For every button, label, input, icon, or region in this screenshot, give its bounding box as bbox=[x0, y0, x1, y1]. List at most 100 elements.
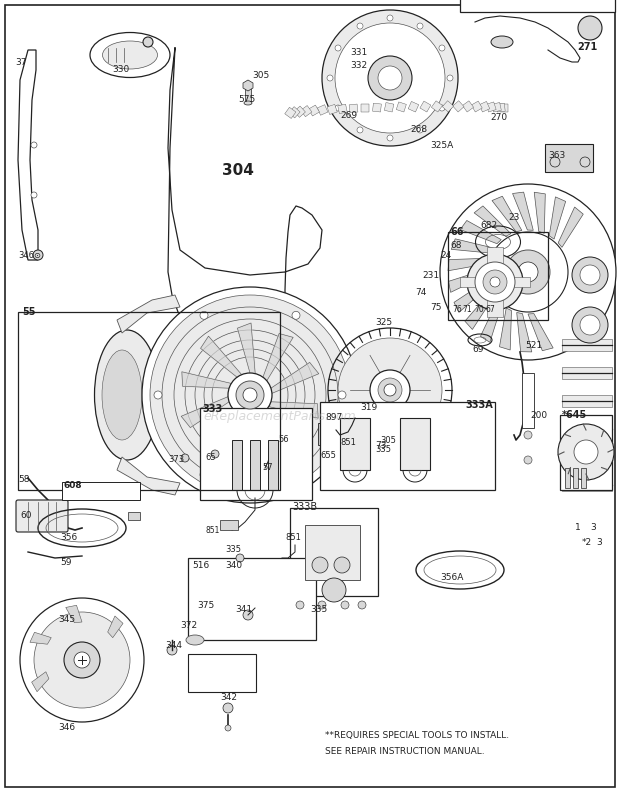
Text: 24: 24 bbox=[440, 251, 451, 260]
Polygon shape bbox=[480, 301, 502, 342]
Circle shape bbox=[142, 287, 358, 503]
Polygon shape bbox=[516, 313, 532, 352]
Circle shape bbox=[439, 105, 445, 111]
Circle shape bbox=[357, 127, 363, 133]
Text: 325A: 325A bbox=[430, 141, 453, 150]
Text: 682: 682 bbox=[480, 221, 497, 230]
Bar bbox=[522, 373, 534, 428]
Text: 304: 304 bbox=[222, 163, 254, 178]
Bar bbox=[562, 339, 612, 351]
Circle shape bbox=[524, 431, 532, 439]
Polygon shape bbox=[117, 457, 180, 495]
Text: 346⊙: 346⊙ bbox=[18, 251, 41, 260]
Bar bbox=[487, 247, 503, 317]
Bar bbox=[220, 520, 238, 530]
Circle shape bbox=[467, 254, 523, 310]
Text: 372: 372 bbox=[180, 621, 197, 630]
Text: *645: *645 bbox=[562, 410, 587, 420]
Text: 73: 73 bbox=[375, 441, 386, 450]
Text: 333A: 333A bbox=[465, 400, 493, 410]
Circle shape bbox=[483, 270, 507, 294]
Circle shape bbox=[318, 601, 326, 609]
Circle shape bbox=[335, 23, 445, 133]
Circle shape bbox=[228, 373, 272, 417]
Polygon shape bbox=[243, 80, 253, 91]
Circle shape bbox=[211, 450, 219, 458]
Text: 325: 325 bbox=[375, 318, 392, 327]
Circle shape bbox=[338, 338, 442, 442]
Polygon shape bbox=[534, 192, 546, 234]
Text: 516: 516 bbox=[192, 561, 210, 570]
Text: 356A: 356A bbox=[440, 573, 463, 582]
Circle shape bbox=[236, 381, 264, 409]
Ellipse shape bbox=[491, 36, 513, 48]
Circle shape bbox=[243, 388, 257, 402]
Bar bbox=[573, 468, 578, 488]
Bar bbox=[320, 402, 495, 490]
Bar bbox=[290, 508, 378, 596]
Polygon shape bbox=[182, 371, 237, 389]
Circle shape bbox=[572, 307, 608, 343]
Polygon shape bbox=[32, 672, 49, 691]
Bar bbox=[384, 102, 394, 112]
Bar bbox=[448, 232, 548, 320]
Bar bbox=[500, 104, 508, 112]
Circle shape bbox=[292, 311, 300, 319]
Bar bbox=[400, 418, 430, 470]
Circle shape bbox=[154, 391, 162, 399]
Circle shape bbox=[574, 440, 598, 464]
Text: 319: 319 bbox=[360, 403, 377, 412]
Circle shape bbox=[33, 250, 43, 260]
Text: 3: 3 bbox=[596, 538, 602, 547]
Bar bbox=[581, 468, 586, 488]
Polygon shape bbox=[465, 291, 494, 329]
Ellipse shape bbox=[186, 635, 204, 645]
Text: 270: 270 bbox=[490, 113, 507, 122]
Bar bbox=[250, 440, 260, 490]
Text: 333B: 333B bbox=[292, 502, 317, 512]
Polygon shape bbox=[451, 239, 494, 253]
Bar bbox=[562, 367, 612, 379]
Text: 342: 342 bbox=[220, 693, 237, 702]
Bar bbox=[18, 312, 280, 490]
Bar bbox=[562, 395, 612, 407]
Polygon shape bbox=[460, 220, 501, 244]
Circle shape bbox=[378, 378, 402, 402]
Text: 65: 65 bbox=[205, 453, 216, 462]
Bar bbox=[492, 102, 502, 112]
Ellipse shape bbox=[102, 41, 157, 69]
Bar bbox=[294, 106, 306, 117]
Polygon shape bbox=[181, 395, 236, 428]
Text: eReplacementParts.com: eReplacementParts.com bbox=[204, 410, 356, 423]
Text: 55: 55 bbox=[22, 307, 35, 317]
Polygon shape bbox=[549, 197, 565, 239]
Bar bbox=[486, 102, 496, 112]
Text: 363: 363 bbox=[548, 151, 565, 160]
Text: 71: 71 bbox=[462, 305, 472, 314]
Ellipse shape bbox=[102, 350, 142, 440]
Circle shape bbox=[327, 75, 333, 81]
Bar bbox=[188, 654, 256, 692]
Bar bbox=[460, 0, 615, 12]
Circle shape bbox=[524, 456, 532, 464]
Circle shape bbox=[417, 127, 423, 133]
Text: 340: 340 bbox=[225, 561, 242, 570]
Circle shape bbox=[322, 10, 458, 146]
Text: 335: 335 bbox=[375, 445, 391, 454]
Bar bbox=[453, 101, 464, 112]
Text: 67: 67 bbox=[486, 305, 496, 314]
Circle shape bbox=[167, 645, 177, 655]
Text: 66: 66 bbox=[450, 227, 464, 237]
Circle shape bbox=[378, 66, 402, 90]
Text: 269: 269 bbox=[340, 111, 357, 120]
Text: 56: 56 bbox=[278, 435, 289, 444]
Circle shape bbox=[580, 265, 600, 285]
Bar bbox=[560, 415, 612, 490]
Text: 37: 37 bbox=[15, 58, 27, 67]
Bar bbox=[373, 103, 381, 112]
Text: 305: 305 bbox=[380, 436, 396, 445]
Text: 373: 373 bbox=[168, 455, 184, 464]
Bar bbox=[545, 144, 593, 172]
Text: 58: 58 bbox=[18, 475, 30, 484]
Bar bbox=[232, 440, 242, 490]
